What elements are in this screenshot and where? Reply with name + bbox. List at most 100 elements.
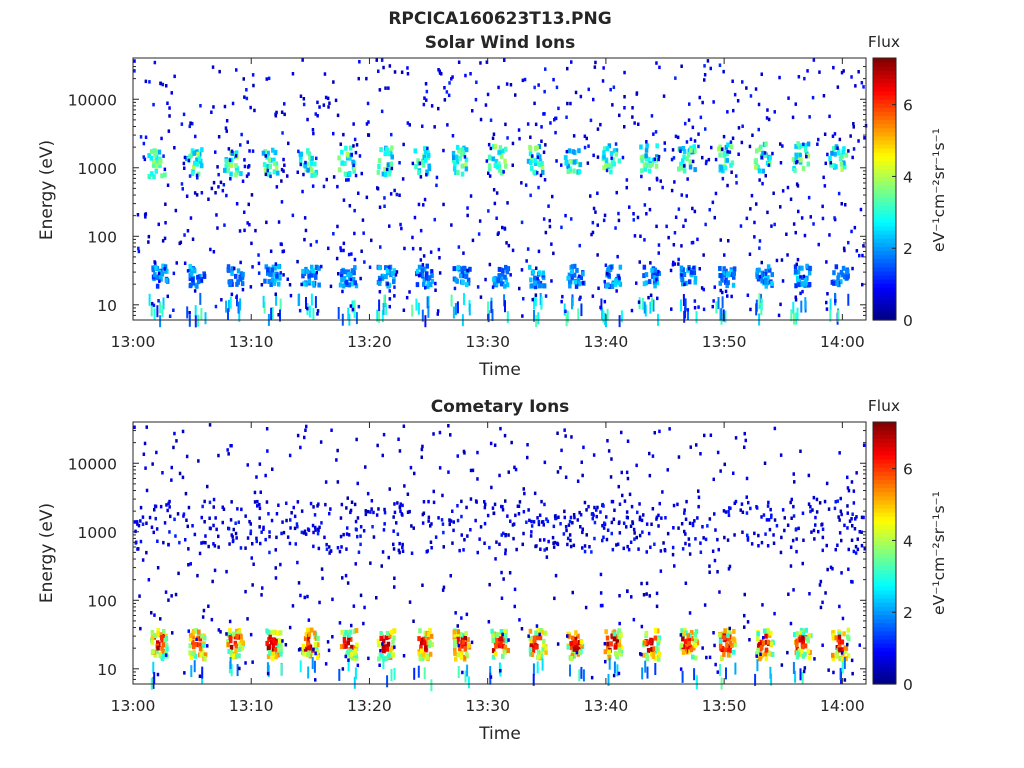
flux-cell <box>787 96 790 100</box>
flux-cell <box>217 534 220 539</box>
flux-cell <box>280 110 284 114</box>
flux-cell <box>693 279 697 285</box>
flux-cell <box>547 204 550 208</box>
flux-cell <box>614 142 618 146</box>
flux-cell <box>642 640 647 646</box>
flux-cell <box>339 516 343 520</box>
flux-cell <box>487 142 491 147</box>
flux-cell <box>271 629 276 635</box>
flux-cell <box>266 645 271 651</box>
flux-cell <box>341 667 345 671</box>
flux-cell <box>420 159 425 165</box>
flux-cell <box>267 171 272 177</box>
flux-cell <box>156 627 160 633</box>
flux-cell <box>217 135 221 139</box>
flux-cell <box>570 264 575 270</box>
flux-cell <box>801 561 804 566</box>
flux-cell <box>764 633 768 639</box>
flux-cell <box>339 272 344 278</box>
flux-cell <box>520 220 524 225</box>
flux-cell <box>282 273 285 277</box>
flux-cell <box>790 497 793 502</box>
flux-cell <box>642 162 647 168</box>
flux-cell <box>757 267 761 273</box>
flux-cell <box>152 102 155 107</box>
flux-cell <box>408 509 411 514</box>
flux-cell <box>414 164 418 170</box>
flux-cell <box>515 547 518 552</box>
flux-cell <box>841 661 844 674</box>
flux-cell <box>563 303 566 316</box>
flux-cell <box>599 510 602 514</box>
flux-cell <box>349 277 353 282</box>
flux-cell <box>770 515 773 520</box>
flux-cell <box>335 458 338 462</box>
flux-cell <box>288 625 292 630</box>
flux-cell <box>726 652 731 658</box>
flux-cell <box>144 466 147 470</box>
flux-cell <box>674 76 677 80</box>
flux-cell <box>376 309 379 322</box>
flux-cell <box>540 161 544 166</box>
flux-cell <box>257 253 260 257</box>
flux-cell <box>486 92 490 97</box>
flux-cell <box>204 541 207 545</box>
colorbar-segment <box>873 262 896 268</box>
flux-cell <box>672 526 675 530</box>
flux-cell <box>276 264 281 270</box>
flux-cell <box>763 651 768 657</box>
flux-cell <box>773 426 777 431</box>
flux-cell <box>174 534 177 538</box>
panel-cometary: Cometary Ions 13:00 13:10 13:20 13:30 13:40 1… <box>37 397 948 744</box>
flux-cell <box>536 171 539 175</box>
flux-cell <box>267 512 270 516</box>
flux-cell <box>296 500 300 504</box>
flux-cell <box>230 533 233 537</box>
flux-cell <box>732 636 736 642</box>
flux-cell <box>653 267 658 273</box>
flux-cell <box>501 653 505 659</box>
flux-cell <box>155 159 159 165</box>
flux-cell <box>253 108 256 113</box>
colorbar-segment <box>873 295 896 301</box>
flux-cell <box>191 280 195 286</box>
flux-cell <box>327 648 331 653</box>
flux-cell <box>139 539 143 544</box>
flux-cell <box>235 150 239 156</box>
flux-cell <box>274 262 278 266</box>
flux-cell <box>724 510 728 514</box>
flux-cell <box>385 630 390 636</box>
flux-cell <box>422 254 426 258</box>
flux-cell <box>264 537 267 542</box>
flux-cell <box>231 101 235 106</box>
flux-cell <box>578 281 582 287</box>
flux-cell <box>352 144 355 148</box>
flux-cell <box>684 121 687 126</box>
flux-cell <box>385 646 390 652</box>
flux-cell <box>224 158 229 164</box>
flux-cell <box>353 676 356 689</box>
flux-cell <box>833 151 837 157</box>
flux-cell <box>263 149 268 155</box>
flux-cell <box>799 449 802 453</box>
flux-cell <box>396 501 399 505</box>
flux-cell <box>556 431 559 435</box>
flux-cell <box>226 632 231 638</box>
flux-cell <box>364 465 367 469</box>
flux-cell <box>204 312 207 325</box>
flux-cell <box>273 150 277 155</box>
flux-cell <box>765 116 769 120</box>
spectrogram-data <box>133 58 868 328</box>
flux-cell <box>275 273 279 279</box>
flux-cell <box>365 195 369 200</box>
flux-cell <box>759 652 762 656</box>
flux-cell <box>512 522 516 526</box>
flux-cell <box>170 594 173 598</box>
flux-cell <box>755 274 760 280</box>
flux-cell <box>585 136 588 141</box>
flux-cell <box>452 520 455 524</box>
colorbar-segment <box>873 283 896 288</box>
flux-cell <box>640 581 643 586</box>
flux-cell <box>379 245 382 249</box>
flux-cell <box>324 502 327 507</box>
